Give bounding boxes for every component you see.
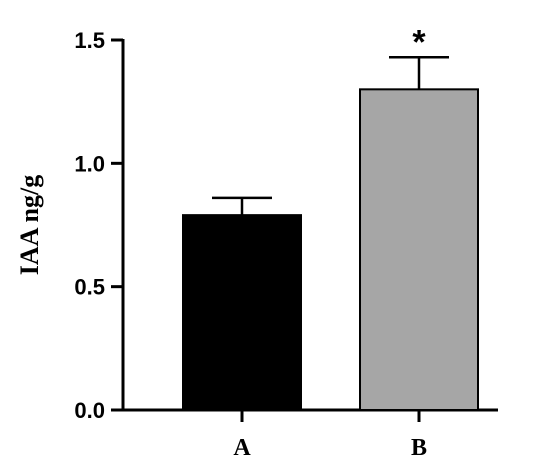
y-axis-title: IAA ng/g xyxy=(15,175,44,275)
bar-a xyxy=(182,214,302,411)
y-tick-label: 1.0 xyxy=(74,151,105,176)
plot-area: 0.0 0.5 1.0 1.5 A B * xyxy=(74,23,498,461)
x-tick-label-a: A xyxy=(233,435,251,461)
y-tick-label: 0.5 xyxy=(74,275,105,300)
x-tick-label-b: B xyxy=(411,435,427,461)
y-tick-label: 0.0 xyxy=(74,398,105,423)
significance-asterisk: * xyxy=(412,23,426,61)
y-tick-label: 1.5 xyxy=(74,28,105,53)
bar-b xyxy=(359,88,479,411)
